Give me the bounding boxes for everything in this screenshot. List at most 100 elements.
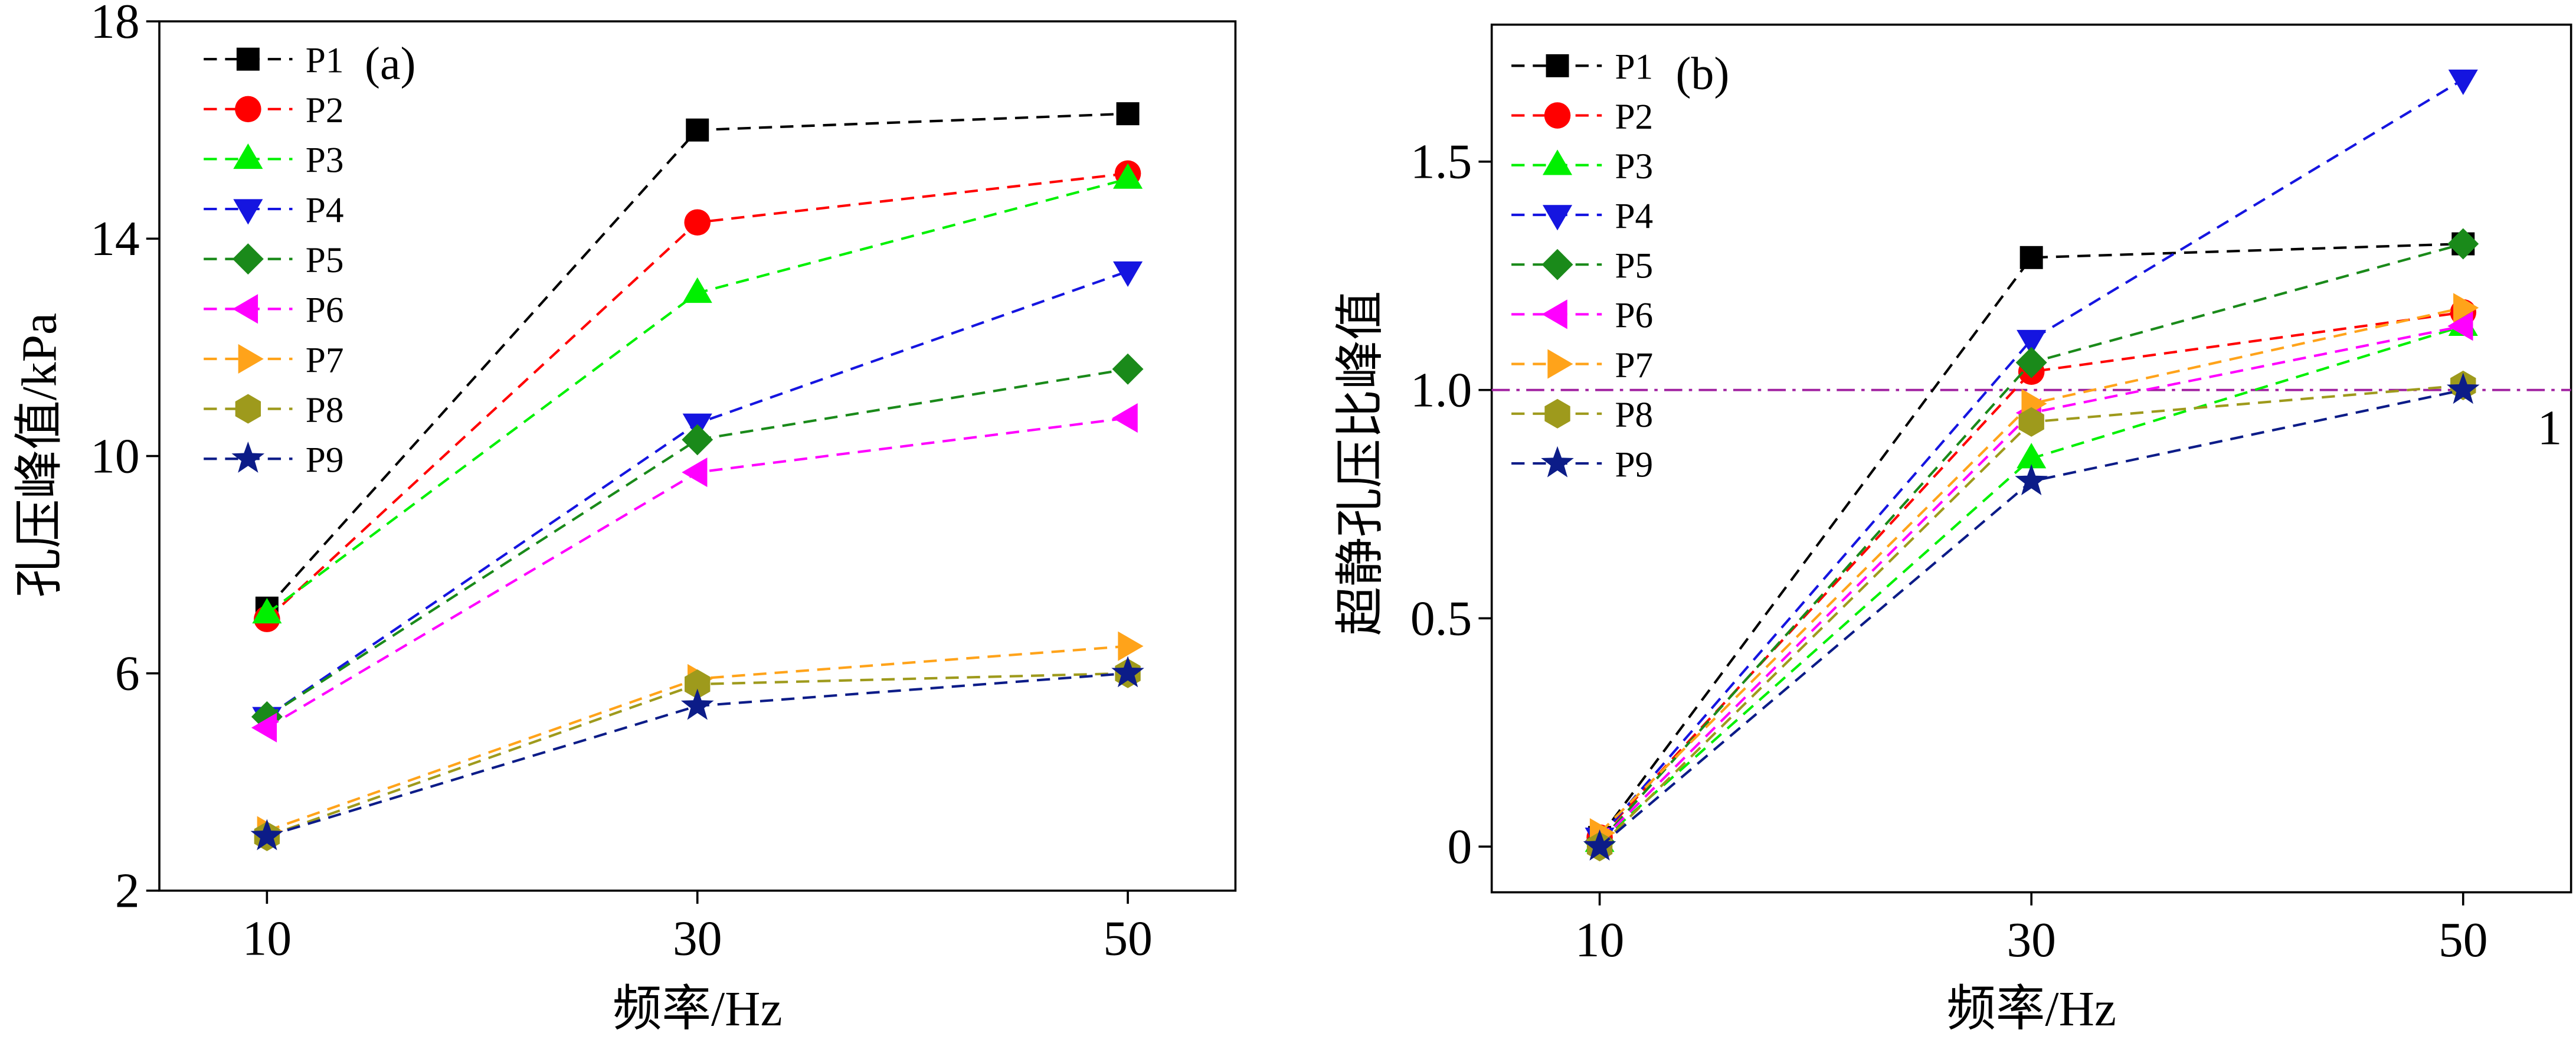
panel-b-legend-marker-P8 [1544, 398, 1570, 429]
panel-b-legend-marker-P5 [1541, 249, 1573, 280]
panel-a-legend-item-P5: P5 [204, 240, 343, 280]
panel-a-legend-marker-P8 [235, 394, 261, 424]
panel-a-series-P7-point-2 [1118, 631, 1144, 661]
panel-b-x-tick-label: 10 [1575, 913, 1625, 967]
panel-b-series-P9-point-0 [1583, 829, 1616, 861]
panel-b-y-tick-label: 1.5 [1410, 135, 1472, 189]
panel-a-legend-item-P4: P4 [204, 190, 343, 230]
panel-a-series-P3-line [266, 178, 1128, 615]
panel-a-legend-marker-P1 [236, 47, 260, 71]
panel-b-y-axis-label: 超静孔压比峰值 [1334, 291, 1388, 636]
panel-b-y-tick-label: 0.5 [1410, 591, 1472, 646]
panel-b-legend-marker-P6 [1541, 299, 1567, 329]
panel-b: (b) 频率/Hz 超静孔压比峰值 10 30 5000.51.01.51P1P2P… [1334, 23, 2572, 1037]
panel-b-series-P7-line [1599, 306, 2464, 834]
panel-a-series-P6-point-0 [251, 712, 277, 743]
panel-a-x-tick-label: 30 [673, 911, 722, 966]
panel-a: (a) 频率/Hz 孔压峰值/kPa 10 30 5026101418P1P2P3P… [13, 0, 1237, 1037]
panel-a-series-P5-point-0 [251, 701, 283, 733]
panel-b-legend-item-P8: P8 [1511, 395, 1653, 435]
panel-a-legend-marker-P6 [232, 294, 258, 324]
panel-b-series-P1 [1588, 232, 2475, 849]
panel-b-x-axis-label: 频率/Hz [1946, 982, 2116, 1037]
panel-a-series-P6-point-1 [682, 457, 708, 488]
panel-b-legend-label-P4: P4 [1615, 196, 1653, 236]
panel-a-series-P3-point-2 [1113, 163, 1143, 189]
panel-a-series-P6 [251, 403, 1138, 743]
panel-a-y-tick-label: 10 [90, 429, 140, 483]
panel-b-legend-label-P8: P8 [1615, 395, 1653, 435]
panel-b-legend-marker-P7 [1547, 349, 1573, 379]
panel-b-legend-label-P2: P2 [1615, 97, 1653, 137]
panel-a-series-P8 [254, 658, 1141, 851]
panel-b-legend-label-P5: P5 [1615, 246, 1653, 286]
panel-a-legend-item-P2: P2 [204, 90, 343, 130]
panel-b-series-P3 [1585, 310, 2478, 852]
panel-a-legend-label-P1: P1 [306, 40, 344, 80]
panel-b-y-tick-label: 1.0 [1410, 363, 1472, 417]
panel-b-label: (b) [1675, 48, 1729, 99]
panel-a-legend-label-P7: P7 [306, 340, 344, 380]
panel-a-legend-item-P9: P9 [204, 440, 343, 480]
panel-b-series-P2-line [1599, 311, 2464, 839]
panel-b-legend-item-P2: P2 [1511, 97, 1653, 137]
panel-a-series-P3-point-0 [252, 597, 282, 624]
panel-b-series-P5 [1584, 228, 2479, 858]
panel-b-reference-line-label: 1 [2538, 401, 2562, 456]
panel-a-legend-label-P6: P6 [306, 290, 344, 331]
panel-a-series-P1 [255, 102, 1140, 620]
panel-b-legend-item-P6: P6 [1511, 296, 1653, 336]
panel-b-x-tick-label: 50 [2438, 913, 2488, 967]
panel-a-legend-marker-P3 [233, 143, 263, 169]
panel-a-y-tick-label: 2 [115, 864, 140, 918]
panel-b-series-P1-point-1 [2019, 246, 2043, 269]
panel-b-legend-marker-P2 [1544, 102, 1571, 129]
panel-b-legend: P1 P2 P3 P4 P5 P6 P7 P8 P9 [1511, 47, 1653, 485]
panel-a-legend-label-P2: P2 [306, 90, 344, 130]
panel-b-legend-item-P5: P5 [1511, 246, 1653, 286]
panel-b-legend-label-P3: P3 [1615, 146, 1653, 187]
panel-a-y-tick-label: 18 [90, 0, 140, 49]
panel-a-series-P2 [254, 160, 1141, 632]
panel-a-series-P9-point-1 [680, 688, 714, 720]
panel-a-series-P2-line [266, 172, 1128, 620]
panel-a-series-P9-point-0 [250, 819, 284, 851]
panel-a-series-P3-point-1 [682, 277, 712, 303]
panel-a-legend: P1 P2 P3 P4 P5 P6 P7 P8 P9 [204, 40, 343, 480]
panel-b-legend-marker-P3 [1542, 149, 1573, 175]
panel-a-legend-marker-P2 [235, 96, 261, 123]
panel-a-legend-label-P9: P9 [306, 440, 344, 480]
panel-b-series-P5-point-1 [2015, 347, 2047, 378]
panel-a-legend-label-P4: P4 [306, 190, 344, 230]
panel-a-series-P1-point-1 [686, 118, 709, 142]
panel-a-series-P5-point-2 [1112, 353, 1144, 385]
panel-a-series-P5-point-1 [682, 424, 713, 456]
panel-a-legend-label-P5: P5 [306, 240, 344, 280]
panel-a-series-P4 [252, 261, 1143, 733]
panel-b-y-tick-label: 0 [1448, 820, 1472, 874]
panel-b-series-P7-point-2 [2453, 293, 2479, 323]
panel-b-legend-label-P9: P9 [1615, 444, 1653, 485]
panel-a-series-P1-point-2 [1116, 102, 1140, 126]
panel-b-legend-item-P4: P4 [1511, 196, 1653, 236]
panel-a-series-P6-point-2 [1112, 403, 1138, 433]
panel-a-y-tick-label: 6 [115, 647, 140, 701]
panel-b-legend-label-P6: P6 [1615, 296, 1653, 336]
panel-a-x-tick-label: 10 [243, 911, 292, 966]
panel-a-legend-marker-P7 [238, 344, 264, 374]
panel-a-legend-item-P8: P8 [204, 390, 343, 430]
panel-a-series-P4-point-2 [1113, 261, 1143, 287]
panel-b-series-P2 [1586, 299, 2477, 851]
panel-b-series-P4-point-1 [2017, 329, 2047, 355]
panel-b-legend-item-P7: P7 [1511, 345, 1653, 385]
panel-a-legend-marker-P9 [231, 442, 265, 473]
panel-b-legend-item-P3: P3 [1511, 146, 1653, 187]
panel-a-x-tick-label: 50 [1103, 911, 1153, 966]
panel-a-y-tick-label: 14 [90, 212, 140, 266]
panel-a-series-P9-point-2 [1111, 656, 1144, 688]
panel-a-series-P5-line [266, 368, 1128, 718]
panel-b-series-P6-point-2 [2447, 311, 2473, 341]
panel-b-legend-item-P9: P9 [1511, 444, 1653, 485]
panel-a-legend-item-P7: P7 [204, 340, 343, 380]
